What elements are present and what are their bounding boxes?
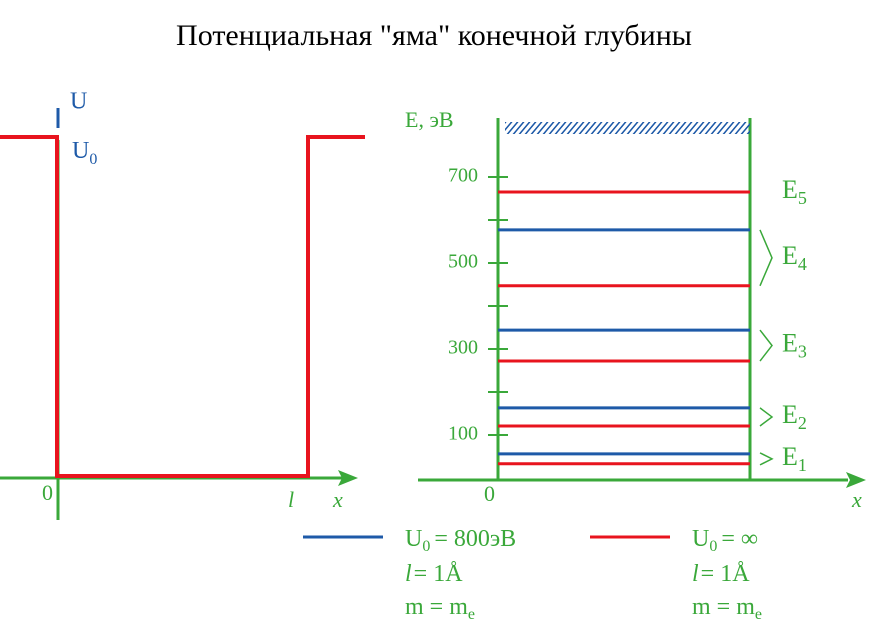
level-label: E4: [782, 241, 807, 274]
m-sub: e: [468, 606, 475, 623]
x-label: x: [332, 487, 343, 512]
y-tick-label: 700: [448, 165, 478, 187]
origin: 0: [484, 481, 495, 506]
level-bracket: [759, 229, 773, 287]
u-sub: 0: [422, 538, 430, 555]
width-label: l: [288, 487, 294, 512]
legend-m: m = me: [692, 594, 762, 623]
level-name: E: [782, 442, 798, 471]
u-sub: 0: [709, 538, 717, 555]
u0-main: U: [72, 138, 89, 164]
left-plot: U U0 0 l x: [0, 89, 365, 520]
level-name: E: [782, 241, 798, 270]
l-main: l: [405, 561, 412, 587]
u0-sub: 0: [89, 151, 97, 168]
e-label: E, эВ: [405, 107, 454, 132]
well-top: [505, 122, 750, 134]
legend-u: U0 = 800эВ: [405, 526, 516, 555]
level-name: E: [782, 400, 798, 429]
l-main: l: [692, 561, 699, 587]
legend-l: l= 1Å: [405, 561, 463, 587]
u-value: = 800эВ: [434, 526, 516, 552]
u-label: U: [70, 89, 87, 115]
well: [0, 135, 365, 478]
level-bracket: [759, 407, 774, 427]
y-tick-label: 100: [448, 423, 478, 445]
level-label: E2: [782, 400, 807, 433]
origin: 0: [42, 480, 53, 505]
level-bracket: [759, 452, 774, 466]
x-label: x: [851, 487, 862, 512]
y-tick-label: 500: [448, 251, 478, 273]
u-main: U: [692, 526, 709, 552]
l-value: = 1Å: [414, 561, 464, 587]
u-value: = ∞: [721, 526, 758, 552]
level-bracket: [759, 329, 773, 362]
level-sub: 4: [798, 254, 807, 274]
legend-l: l= 1Å: [692, 561, 750, 587]
y-tick-label: 300: [448, 337, 478, 359]
m-main: m = m: [405, 594, 468, 620]
legend-m: m = me: [405, 594, 475, 623]
x-arrow: [338, 470, 358, 486]
u0-label: U0: [72, 138, 97, 168]
level-sub: 2: [798, 413, 807, 433]
legend-u: U0 = ∞: [692, 526, 758, 555]
l-value: = 1Å: [701, 561, 751, 587]
u-main: U: [405, 526, 422, 552]
level-sub: 5: [798, 188, 807, 208]
level-name: E: [782, 329, 798, 358]
level-sub: 1: [798, 455, 807, 475]
m-sub: e: [755, 606, 762, 623]
level-sub: 3: [798, 342, 807, 362]
level-label: E3: [782, 329, 807, 362]
title: Потенциальная "яма" конечной глубины: [176, 19, 692, 52]
x-arrow: [846, 472, 866, 488]
level-name: E: [782, 175, 798, 204]
level-label: E5: [782, 175, 807, 208]
level-label: E1: [782, 442, 807, 475]
m-main: m = m: [692, 594, 755, 620]
